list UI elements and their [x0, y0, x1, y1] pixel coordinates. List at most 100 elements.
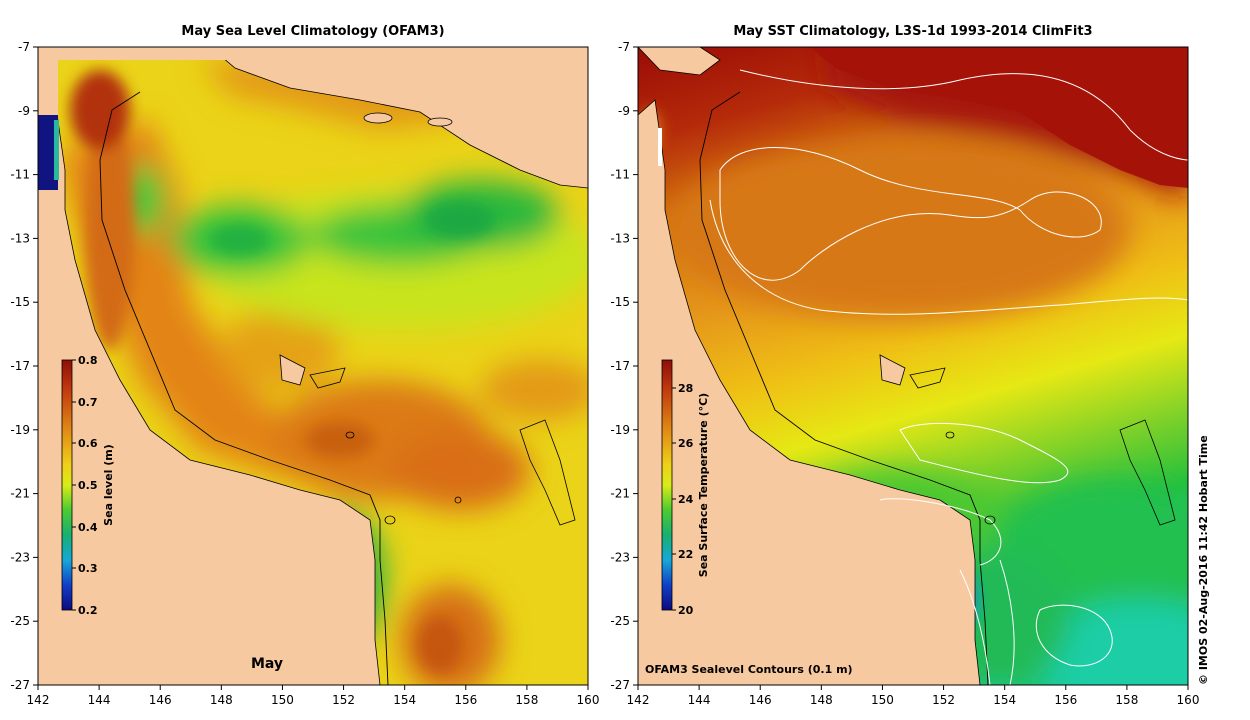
sst-contour-5	[879, 498, 1002, 566]
sst-contour-1	[739, 69, 1188, 161]
left-y-tick-label: -21	[10, 487, 30, 501]
sst-contour-4	[899, 422, 1069, 484]
right-gulf-mark	[658, 128, 662, 166]
left-islet-1	[345, 431, 355, 439]
sl-high-east	[480, 360, 588, 420]
left-islet-2	[384, 515, 396, 525]
right-cb-tick: 26	[678, 437, 694, 450]
left-x-tick-label: 154	[393, 693, 416, 707]
right-land-png-coast	[638, 47, 721, 76]
sst-contour-2	[719, 147, 1102, 281]
left-islet-3	[454, 496, 462, 504]
left-islet-4	[363, 112, 393, 124]
left-y-tick-label: -19	[10, 423, 30, 437]
right-y-tick-label: -27	[610, 678, 630, 692]
left-cb-tick: 0.3	[78, 562, 98, 575]
right-y-tick-label: -7	[618, 40, 630, 54]
right-island-2	[909, 367, 946, 389]
left-cb-tick: 0.8	[78, 354, 98, 367]
left-island-1	[279, 354, 306, 386]
axes: 142 144 146 148 150 152 154 156 158 160 -7 -9 -11 -13…	[10, 40, 1199, 707]
right-x-tick-label: 154	[993, 693, 1016, 707]
right-title: May SST Climatology, L3S-1d 1993-2014 Cl…	[733, 24, 1092, 39]
left-map	[38, 47, 588, 685]
left-colorbar-tick-marks	[72, 359, 76, 611]
month-label: May	[251, 656, 283, 672]
credit-text: © IMOS 02-Aug-2016 11:42 Hobart Time	[1197, 435, 1210, 685]
left-y-tick-label: -13	[10, 231, 30, 245]
left-y-tick-label: -9	[18, 104, 30, 118]
right-land-australia	[638, 99, 981, 685]
right-colorbar-tick-marks	[672, 387, 676, 611]
right-colorbar-tick-labels: 28 26 24 22 20	[678, 382, 694, 617]
left-colorbar: 0.8 0.7 0.6 0.5 0.4 0.3 0.2 Sea level (m…	[61, 354, 115, 617]
right-x-tick-label: 142	[627, 693, 650, 707]
right-y-tick-label: -21	[610, 487, 630, 501]
right-y-tick-label: -11	[610, 168, 630, 182]
right-reef-1	[1119, 419, 1176, 526]
left-shelf-line	[99, 91, 389, 685]
left-gulf-blue	[38, 115, 58, 190]
left-islet-5	[427, 117, 453, 127]
left-x-tick-label: 160	[577, 693, 600, 707]
left-land-australia	[38, 99, 381, 685]
left-x-tick-label: 142	[27, 693, 50, 707]
left-x-tick-label: 156	[454, 693, 477, 707]
sl-high-core-2	[305, 422, 375, 458]
left-gulf-teal	[54, 120, 59, 180]
left-y-tick-label: -11	[10, 168, 30, 182]
left-y-tick-label: -23	[10, 550, 30, 564]
left-y-tick-label: -27	[10, 678, 30, 692]
left-cb-tick: 0.5	[78, 479, 98, 492]
left-y-tick-label: -7	[18, 40, 30, 54]
left-cb-tick: 0.4	[78, 521, 98, 534]
left-x-tick-label: 146	[149, 693, 172, 707]
left-land-gulf	[38, 47, 58, 117]
right-x-tick-label: 150	[871, 693, 894, 707]
sl-low-core-2	[425, 202, 495, 238]
right-y-tick-label: -19	[610, 423, 630, 437]
left-colorbar-tick-labels: 0.8 0.7 0.6 0.5 0.4 0.3 0.2	[78, 354, 98, 617]
right-y-tick-label: -17	[610, 359, 630, 373]
right-x-tick-label: 152	[932, 693, 955, 707]
left-reef-1	[519, 419, 576, 526]
right-x-tick-label: 156	[1054, 693, 1077, 707]
left-y-tick-label: -15	[10, 295, 30, 309]
right-x-tick-label: 160	[1177, 693, 1200, 707]
left-cb-tick: 0.7	[78, 396, 98, 409]
right-cb-tick: 24	[678, 493, 694, 506]
left-y-tick-label: -25	[10, 614, 30, 628]
right-x-tick-label: 158	[1115, 693, 1138, 707]
sl-high-core-1	[418, 617, 462, 673]
right-y-tick-label: -15	[610, 295, 630, 309]
contour-note: OFAM3 Sealevel Contours (0.1 m)	[645, 663, 853, 676]
right-y-tick-label: -13	[610, 231, 630, 245]
left-land-png-cover	[38, 47, 588, 60]
right-cb-tick: 20	[678, 604, 694, 617]
right-land-png	[638, 47, 1188, 188]
left-island-2	[309, 367, 346, 389]
left-x-tick-label: 152	[332, 693, 355, 707]
right-colorbar-scale	[661, 359, 673, 611]
right-x-tick-label: 144	[688, 693, 711, 707]
right-y-tick-label: -23	[610, 550, 630, 564]
right-colorbar-label: Sea Surface Temperature (°C)	[697, 393, 710, 577]
right-islet-1	[945, 431, 955, 439]
sst-warm-plume	[670, 140, 1130, 320]
right-colorbar: 28 26 24 22 20 Sea Surface Temperature (…	[661, 359, 710, 617]
sl-high-mid	[220, 310, 340, 390]
sst-contour-8	[959, 569, 991, 685]
left-colorbar-scale	[61, 359, 73, 611]
left-title: May Sea Level Climatology (OFAM3)	[181, 24, 444, 39]
right-shelf-line	[699, 91, 989, 685]
sst-contour-3	[709, 199, 1188, 315]
right-cb-tick: 28	[678, 382, 693, 395]
left-colorbar-label: Sea level (m)	[102, 444, 115, 526]
left-x-tick-label: 144	[88, 693, 111, 707]
left-land-png	[38, 47, 588, 189]
sst-contour-6	[999, 559, 1015, 685]
right-islet-2	[984, 515, 996, 525]
right-x-tick-label: 148	[810, 693, 833, 707]
left-x-tick-label: 158	[515, 693, 538, 707]
